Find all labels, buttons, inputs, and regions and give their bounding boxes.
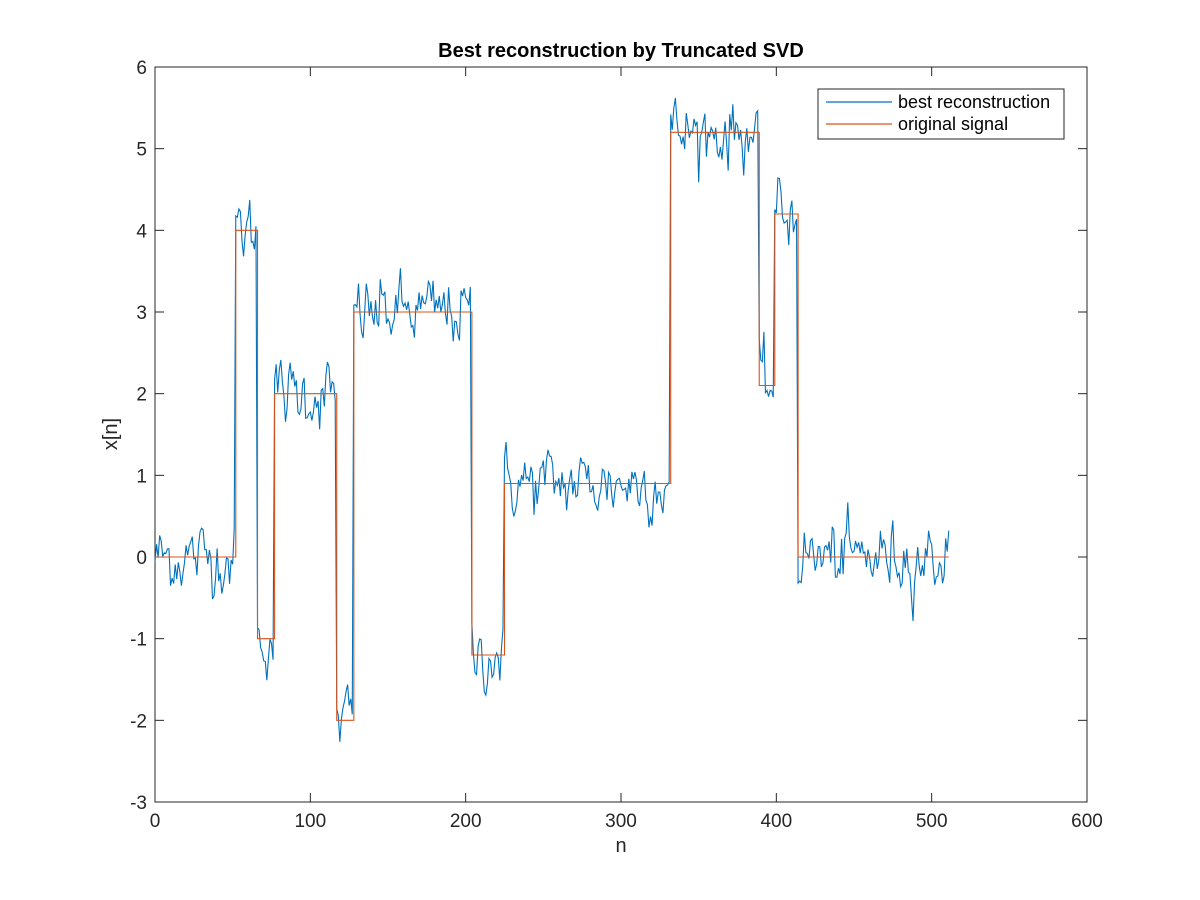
plot-area: 0 100 200 300 400 500 600 -3 -2 -1 0 1 2 3 4 5 6 xyxy=(130,58,1103,832)
x-axis-label: n xyxy=(615,835,626,857)
y-tick-label: 5 xyxy=(136,140,147,161)
x-tick-label: 600 xyxy=(1071,811,1103,832)
y-tick-label: -1 xyxy=(130,630,147,651)
y-tick-label: 0 xyxy=(136,548,147,569)
x-tick-label: 100 xyxy=(294,811,326,832)
series-original-signal-line xyxy=(155,131,949,721)
y-tick-label: -3 xyxy=(130,793,147,814)
y-axis-label: x[n] xyxy=(100,418,122,450)
y-tick-label: -2 xyxy=(130,711,147,732)
y-tick-label: 2 xyxy=(136,385,147,406)
legend: best reconstruction original signal xyxy=(817,88,1065,140)
series-best-reconstruction-line xyxy=(154,97,950,742)
y-tick-label: 3 xyxy=(136,303,147,324)
y-tick-label: 1 xyxy=(136,466,147,487)
legend-box xyxy=(817,88,1065,140)
x-tick-label: 0 xyxy=(150,811,161,832)
y-tick-label: 6 xyxy=(136,58,147,79)
y-tick-label: 4 xyxy=(136,221,147,242)
x-tick-label: 400 xyxy=(760,811,792,832)
chart-title: Best reconstruction by Truncated SVD xyxy=(438,40,804,62)
legend-label-original-signal: original signal xyxy=(898,114,1008,134)
x-tick-label: 300 xyxy=(605,811,637,832)
legend-label-best-reconstruction: best reconstruction xyxy=(898,92,1050,112)
x-tick-label: 500 xyxy=(916,811,948,832)
x-tick-label: 200 xyxy=(450,811,482,832)
